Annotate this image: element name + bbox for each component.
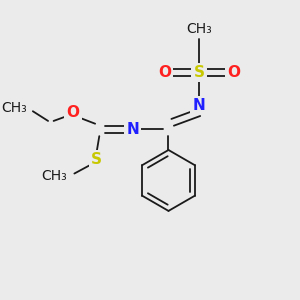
Text: CH₃: CH₃: [42, 169, 68, 183]
Text: O: O: [67, 105, 80, 120]
Text: CH₃: CH₃: [186, 22, 212, 37]
Text: O: O: [227, 65, 240, 80]
Text: CH₃: CH₃: [2, 101, 27, 116]
Text: S: S: [194, 65, 204, 80]
Text: N: N: [126, 122, 139, 137]
Text: S: S: [91, 152, 102, 167]
Text: N: N: [193, 98, 205, 113]
Text: O: O: [158, 65, 171, 80]
